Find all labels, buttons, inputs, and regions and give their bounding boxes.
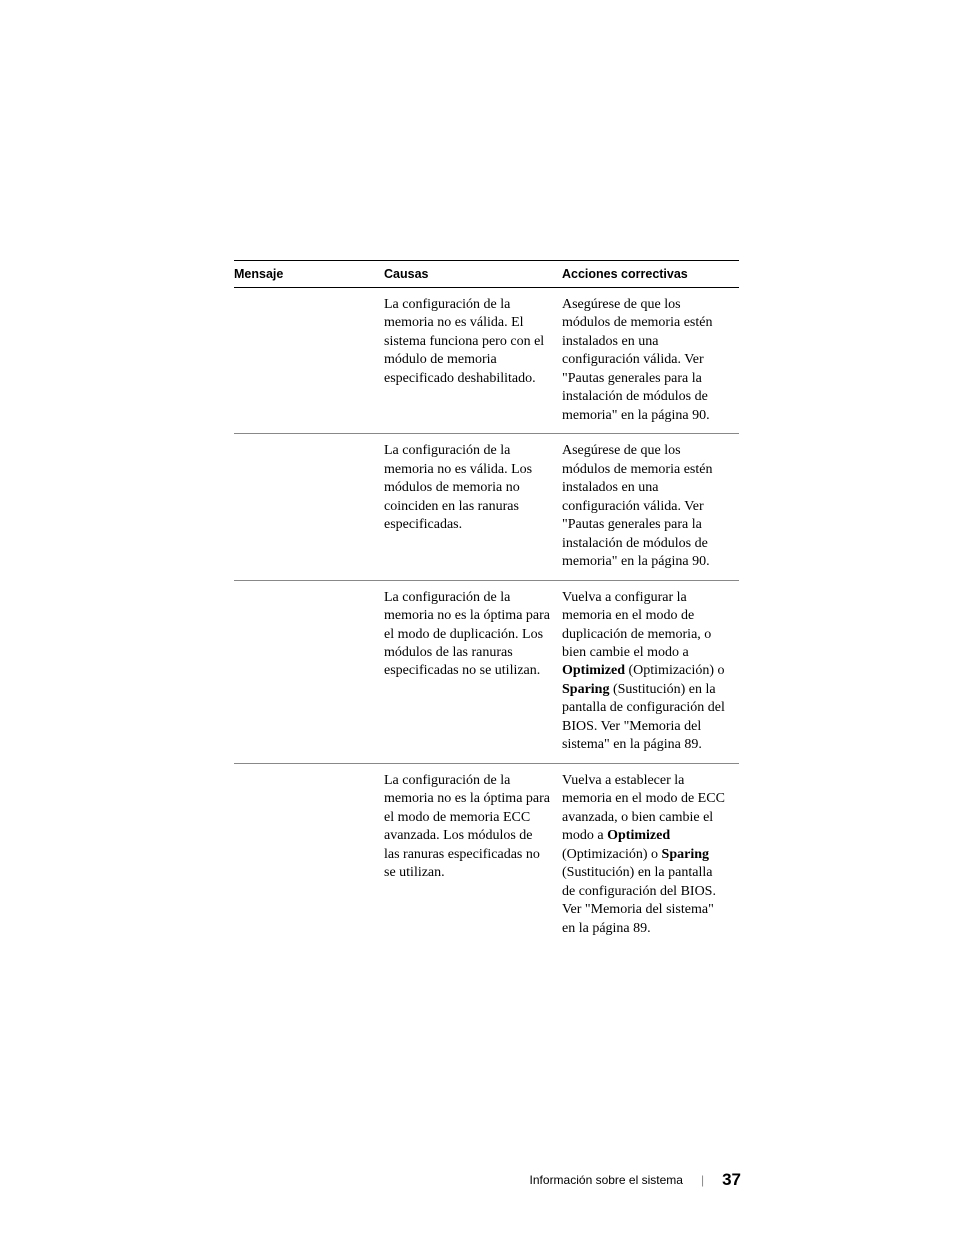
footer-separator: | bbox=[701, 1173, 704, 1187]
cell-mensaje bbox=[234, 763, 384, 946]
cell-causa: La configuración de la memoria no es vál… bbox=[384, 434, 562, 580]
col-causas: Causas bbox=[384, 261, 562, 288]
page-footer: Información sobre el sistema | 37 bbox=[530, 1170, 741, 1190]
cell-accion: Asegúrese de que los módulos de memoria … bbox=[562, 288, 739, 434]
cell-causa: La configuración de la memoria no es vál… bbox=[384, 288, 562, 434]
cell-accion: Vuelva a configurar la memoria en el mod… bbox=[562, 580, 739, 763]
table-body: La configuración de la memoria no es vál… bbox=[234, 288, 739, 947]
col-mensaje: Mensaje bbox=[234, 261, 384, 288]
cell-causa: La configuración de la memoria no es la … bbox=[384, 580, 562, 763]
table-row: La configuración de la memoria no es vál… bbox=[234, 434, 739, 580]
messages-table: Mensaje Causas Acciones correctivas La c… bbox=[234, 260, 739, 946]
cell-accion: Asegúrese de que los módulos de memoria … bbox=[562, 434, 739, 580]
table-header: Mensaje Causas Acciones correctivas bbox=[234, 261, 739, 288]
table-row: La configuración de la memoria no es vál… bbox=[234, 288, 739, 434]
table-row: La configuración de la memoria no es la … bbox=[234, 763, 739, 946]
content-area: Mensaje Causas Acciones correctivas La c… bbox=[234, 260, 739, 946]
table-row: La configuración de la memoria no es la … bbox=[234, 580, 739, 763]
page: Mensaje Causas Acciones correctivas La c… bbox=[0, 0, 954, 1235]
footer-section-title: Información sobre el sistema bbox=[530, 1173, 683, 1187]
cell-mensaje bbox=[234, 288, 384, 434]
col-acciones: Acciones correctivas bbox=[562, 261, 739, 288]
cell-mensaje bbox=[234, 580, 384, 763]
page-number: 37 bbox=[722, 1170, 741, 1190]
cell-mensaje bbox=[234, 434, 384, 580]
cell-accion: Vuelva a establecer la memoria en el mod… bbox=[562, 763, 739, 946]
cell-causa: La configuración de la memoria no es la … bbox=[384, 763, 562, 946]
